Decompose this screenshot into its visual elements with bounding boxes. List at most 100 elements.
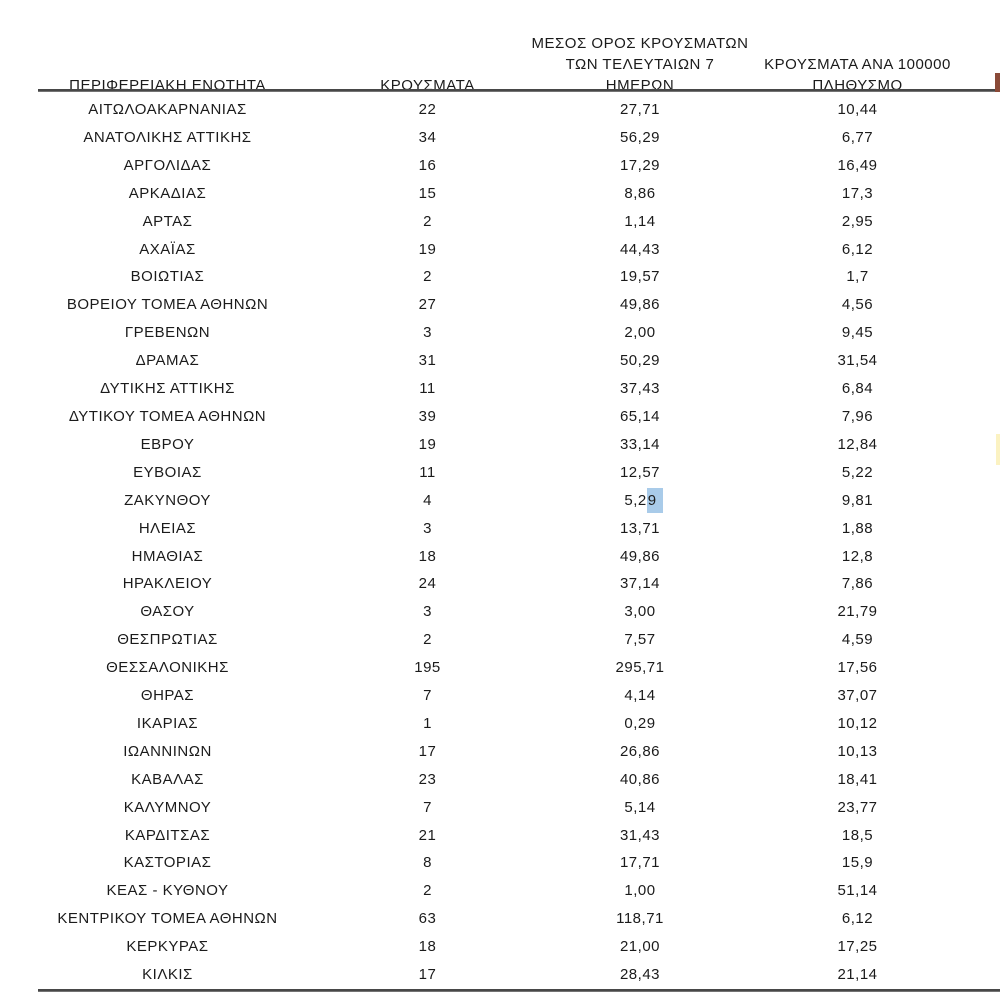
cell-per100k[interactable]: 21,79 bbox=[837, 603, 878, 621]
cell-region[interactable]: ΕΥΒΟΙΑΣ bbox=[133, 463, 202, 481]
cell-avg7[interactable]: 26,86 bbox=[619, 742, 661, 760]
cell-cases[interactable]: 31 bbox=[418, 352, 437, 370]
cell-region[interactable]: ΚΕΑΣ - ΚΥΘΝΟΥ bbox=[106, 882, 229, 900]
cell-per100k[interactable]: 15,9 bbox=[841, 854, 874, 872]
cell-region[interactable]: ΒΟΡΕΙΟΥ ΤΟΜΕΑ ΑΘΗΝΩΝ bbox=[66, 296, 269, 314]
cell-per100k[interactable]: 12,84 bbox=[837, 435, 878, 453]
cell-avg7[interactable]: 65,14 bbox=[619, 407, 661, 425]
cell-avg7[interactable]: 5,14 bbox=[624, 798, 656, 816]
cell-avg7[interactable]: 295,71 bbox=[615, 659, 665, 677]
cell-per100k[interactable]: 16,49 bbox=[837, 156, 878, 174]
cell-avg7[interactable]: 40,86 bbox=[619, 770, 661, 788]
cell-per100k[interactable]: 12,8 bbox=[841, 547, 874, 565]
cell-cases[interactable]: 3 bbox=[423, 324, 432, 342]
table-row[interactable]: ΒΟΙΩΤΙΑΣ 2 19,57 1,7 bbox=[0, 263, 1000, 291]
cell-per100k[interactable]: 9,45 bbox=[841, 324, 874, 342]
cell-cases[interactable]: 16 bbox=[418, 156, 437, 174]
cell-cases[interactable]: 27 bbox=[418, 296, 437, 314]
cell-avg7[interactable]: 0,29 bbox=[624, 714, 656, 732]
cell-region[interactable]: ΙΚΑΡΙΑΣ bbox=[136, 714, 199, 732]
table-row[interactable]: ΚΑΛΥΜΝΟΥ 7 5,14 23,77 bbox=[0, 794, 1000, 822]
table-row[interactable]: ΑΝΑΤΟΛΙΚΗΣ ΑΤΤΙΚΗΣ 34 56,29 6,77 bbox=[0, 124, 1000, 152]
cell-per100k[interactable]: 2,95 bbox=[841, 212, 874, 230]
cell-cases[interactable]: 19 bbox=[418, 240, 437, 258]
cell-per100k[interactable]: 17,3 bbox=[841, 184, 874, 202]
table-row[interactable]: ΗΜΑΘΙΑΣ 18 49,86 12,8 bbox=[0, 543, 1000, 571]
table-row[interactable]: ΔΡΑΜΑΣ 31 50,29 31,54 bbox=[0, 347, 1000, 375]
cell-cases[interactable]: 2 bbox=[423, 268, 432, 286]
cell-cases[interactable]: 17 bbox=[418, 742, 437, 760]
cell-per100k[interactable]: 6,84 bbox=[841, 380, 874, 398]
cell-region[interactable]: ΑΡΚΑΔΙΑΣ bbox=[128, 184, 207, 202]
cell-region[interactable]: ΒΟΙΩΤΙΑΣ bbox=[130, 268, 205, 286]
cell-cases[interactable]: 7 bbox=[423, 687, 432, 705]
cell-per100k[interactable]: 9,81 bbox=[841, 491, 874, 509]
cell-avg7[interactable]: 12,57 bbox=[619, 463, 661, 481]
table-row[interactable]: ΑΡΤΑΣ 2 1,14 2,95 bbox=[0, 208, 1000, 236]
cell-cases[interactable]: 18 bbox=[418, 938, 437, 956]
cell-per100k[interactable]: 37,07 bbox=[837, 687, 878, 705]
cell-avg7[interactable]: 49,86 bbox=[619, 296, 661, 314]
cell-avg7[interactable]: 44,43 bbox=[619, 240, 661, 258]
table-row[interactable]: ΔΥΤΙΚΟΥ ΤΟΜΕΑ ΑΘΗΝΩΝ 39 65,14 7,96 bbox=[0, 403, 1000, 431]
cell-region[interactable]: ΘΑΣΟΥ bbox=[140, 603, 195, 621]
table-row[interactable]: ΘΗΡΑΣ 7 4,14 37,07 bbox=[0, 682, 1000, 710]
table-row[interactable]: ΑΧΑΪΑΣ 19 44,43 6,12 bbox=[0, 236, 1000, 264]
cell-cases[interactable]: 7 bbox=[423, 798, 432, 816]
table-row[interactable]: ΓΡΕΒΕΝΩΝ 3 2,00 9,45 bbox=[0, 319, 1000, 347]
cell-region[interactable]: ΕΒΡΟΥ bbox=[140, 435, 195, 453]
cell-cases[interactable]: 11 bbox=[419, 380, 436, 398]
cell-avg7[interactable]: 28,43 bbox=[619, 966, 661, 984]
table-row[interactable]: ΚΕΡΚΥΡΑΣ 18 21,00 17,25 bbox=[0, 933, 1000, 961]
cell-region[interactable]: ΖΑΚΥΝΘΟΥ bbox=[124, 491, 211, 509]
cell-per100k[interactable]: 6,77 bbox=[841, 128, 874, 146]
cell-cases[interactable]: 17 bbox=[418, 966, 437, 984]
cell-cases[interactable]: 22 bbox=[418, 101, 437, 118]
table-row[interactable]: ΚΕΝΤΡΙΚΟΥ ΤΟΜΕΑ ΑΘΗΝΩΝ 63 118,71 6,12 bbox=[0, 905, 1000, 933]
cell-cases[interactable]: 23 bbox=[418, 770, 437, 788]
table-row[interactable]: ΗΡΑΚΛΕΙΟΥ 24 37,14 7,86 bbox=[0, 570, 1000, 598]
cell-avg7[interactable]: 1,14 bbox=[624, 212, 656, 230]
cell-region[interactable]: ΗΜΑΘΙΑΣ bbox=[131, 547, 204, 565]
cell-avg7[interactable]: 4,14 bbox=[624, 687, 656, 705]
cell-per100k[interactable]: 7,86 bbox=[841, 575, 874, 593]
cell-cases[interactable]: 18 bbox=[418, 547, 437, 565]
cell-avg7[interactable]: 3,00 bbox=[624, 603, 656, 621]
table-row[interactable]: ΚΕΑΣ - ΚΥΘΝΟΥ 2 1,00 51,14 bbox=[0, 877, 1000, 905]
table-row[interactable]: ΑΙΤΩΛΟΑΚΑΡΝΑΝΙΑΣ 22 27,71 10,44 bbox=[0, 96, 1000, 124]
cell-avg7[interactable]: 31,43 bbox=[619, 826, 661, 844]
table-row[interactable]: ΙΩΑΝΝΙΝΩΝ 17 26,86 10,13 bbox=[0, 738, 1000, 766]
table-row[interactable]: ΕΥΒΟΙΑΣ 11 12,57 5,22 bbox=[0, 459, 1000, 487]
cell-region[interactable]: ΘΕΣΠΡΩΤΙΑΣ bbox=[117, 631, 218, 649]
cell-cases[interactable]: 195 bbox=[414, 659, 441, 677]
cell-per100k[interactable]: 1,88 bbox=[841, 519, 874, 537]
cell-per100k[interactable]: 21,14 bbox=[837, 966, 878, 984]
cell-region[interactable]: ΚΑΣΤΟΡΙΑΣ bbox=[123, 854, 212, 872]
table-row[interactable]: ΚΑΣΤΟΡΙΑΣ 8 17,71 15,9 bbox=[0, 849, 1000, 877]
cell-avg7[interactable]: 27,71 bbox=[619, 101, 661, 118]
cell-cases[interactable]: 39 bbox=[418, 407, 437, 425]
cell-cases[interactable]: 24 bbox=[418, 575, 437, 593]
table-row[interactable]: ΒΟΡΕΙΟΥ ΤΟΜΕΑ ΑΘΗΝΩΝ 27 49,86 4,56 bbox=[0, 291, 1000, 319]
table-row[interactable]: ΘΑΣΟΥ 3 3,00 21,79 bbox=[0, 598, 1000, 626]
selected-digit-highlight[interactable]: 9 bbox=[646, 487, 663, 513]
cell-avg7[interactable]: 50,29 bbox=[619, 352, 661, 370]
cell-region[interactable]: ΙΩΑΝΝΙΝΩΝ bbox=[123, 742, 212, 760]
cell-per100k[interactable]: 10,12 bbox=[837, 714, 878, 732]
cell-region[interactable]: ΑΧΑΪΑΣ bbox=[139, 240, 196, 258]
cell-avg7[interactable]: 37,14 bbox=[619, 575, 661, 593]
table-row[interactable]: ΖΑΚΥΝΘΟΥ 4 5,29 9,81 bbox=[0, 487, 1000, 515]
cell-cases[interactable]: 3 bbox=[423, 603, 432, 621]
cell-cases[interactable]: 21 bbox=[418, 826, 437, 844]
table-row[interactable]: ΑΡΚΑΔΙΑΣ 15 8,86 17,3 bbox=[0, 180, 1000, 208]
table-row[interactable]: ΘΕΣΠΡΩΤΙΑΣ 2 7,57 4,59 bbox=[0, 626, 1000, 654]
cell-per100k[interactable]: 17,25 bbox=[837, 938, 878, 956]
table-row[interactable]: ΚΙΛΚΙΣ 17 28,43 21,14 bbox=[0, 961, 1000, 989]
cell-region[interactable]: ΔΥΤΙΚΟΥ ΤΟΜΕΑ ΑΘΗΝΩΝ bbox=[68, 407, 267, 425]
cell-per100k[interactable]: 4,56 bbox=[841, 296, 874, 314]
cell-region[interactable]: ΚΑΡΔΙΤΣΑΣ bbox=[124, 826, 211, 844]
cell-region[interactable]: ΔΡΑΜΑΣ bbox=[135, 352, 200, 370]
cell-per100k[interactable]: 17,56 bbox=[837, 659, 878, 677]
cell-per100k[interactable]: 6,12 bbox=[841, 240, 874, 258]
cell-region[interactable]: ΓΡΕΒΕΝΩΝ bbox=[124, 324, 211, 342]
